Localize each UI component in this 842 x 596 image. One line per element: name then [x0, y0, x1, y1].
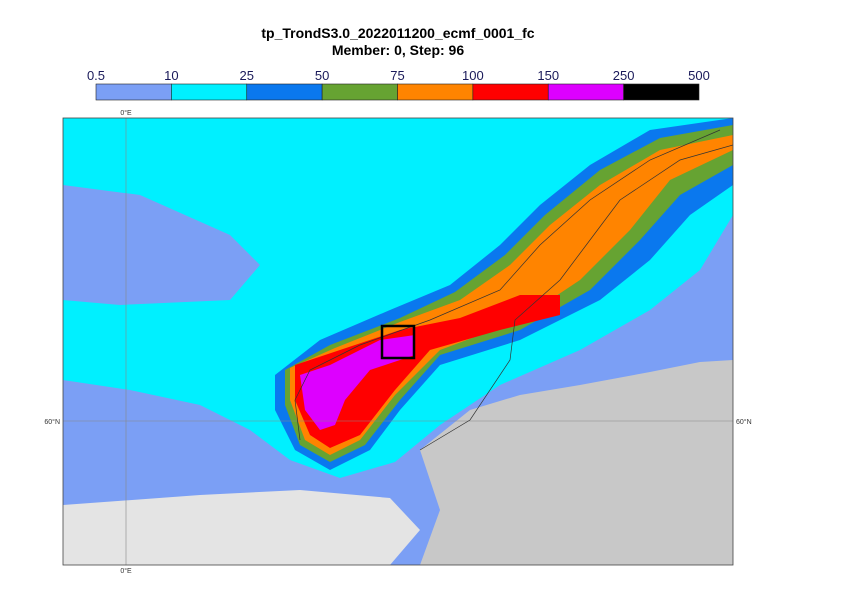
colorbar-level: 75 — [390, 68, 404, 83]
colorbar-bin — [95, 83, 172, 101]
map — [63, 118, 733, 565]
parallel-label-left: 60°N — [44, 418, 60, 426]
colorbar-bin — [472, 83, 549, 101]
subtitle: Member: 0, Step: 96 — [332, 42, 464, 58]
land-gray — [420, 360, 733, 565]
colorbar-level: 150 — [537, 68, 559, 83]
colorbar-level: 100 — [462, 68, 484, 83]
colorbar-bin — [321, 83, 398, 101]
land-light — [63, 490, 420, 565]
coastline — [294, 129, 721, 441]
parallel-label-right: 60°N — [736, 418, 752, 426]
colorbar-bin — [547, 83, 624, 101]
map-frame — [62, 117, 734, 566]
colorbar-level: 0.5 — [87, 68, 105, 83]
colorbar-bin — [246, 83, 323, 101]
field-periwinkle-band — [63, 185, 260, 305]
colorbar-bin — [171, 83, 248, 101]
field-red — [295, 295, 560, 448]
colorbar-level: 25 — [240, 68, 254, 83]
colorbar: 0.5 10 25 50 75 100 150 250 500 — [87, 68, 710, 101]
meridian-label-bottom: 0°E — [120, 567, 132, 575]
colorbar-level: 50 — [315, 68, 329, 83]
border — [419, 144, 733, 451]
colorbar-level: 10 — [164, 68, 178, 83]
colorbar-bin — [623, 83, 700, 101]
colorbar-level: 500 — [688, 68, 710, 83]
meridian-label-top: 0°E — [120, 109, 132, 117]
target-box — [380, 324, 416, 360]
colorbar-bin — [397, 83, 474, 101]
colorbar-level: 250 — [613, 68, 635, 83]
title: tp_TrondS3.0_2022011200_ecmf_0001_fc — [261, 25, 534, 41]
